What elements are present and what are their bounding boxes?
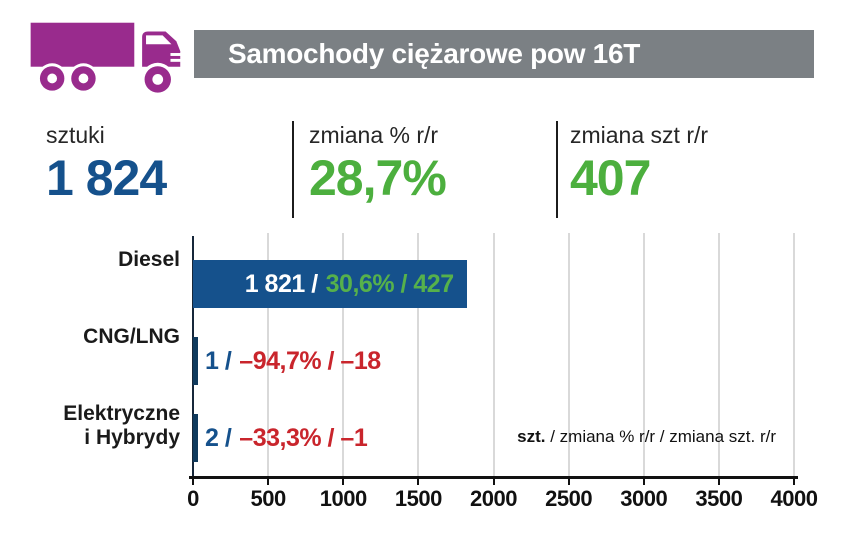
x-tick-label-2500: 2500 xyxy=(545,486,593,511)
truck-icon xyxy=(30,22,182,97)
bar-electric-hybrid xyxy=(193,414,198,462)
stat-divider xyxy=(556,121,558,218)
page-title: Samochody ciężarowe pow 16T xyxy=(228,38,641,69)
x-tick-label-3500: 3500 xyxy=(695,486,743,511)
bar-diesel-change: 30,6% / 427 xyxy=(325,269,454,298)
gridline-1500 xyxy=(417,233,420,476)
x-tick-label-500: 500 xyxy=(250,486,287,511)
stat-change-percent-value: 28,7% xyxy=(309,150,447,206)
stat-change-percent-label: zmiana % r/r xyxy=(309,122,439,148)
x-axis-tick xyxy=(717,476,720,485)
bar-electric-hybrid-units: 2 / xyxy=(205,423,232,452)
x-tick-label-1500: 1500 xyxy=(394,486,442,511)
category-label-electric-hybrid: Elektryczne i Hybrydy xyxy=(63,402,180,449)
stat-change-units-label: zmiana szt r/r xyxy=(570,122,709,148)
gridline-2500 xyxy=(567,233,570,476)
bar-cng-lng-label: 1 / –94,7% / –18 xyxy=(205,337,381,385)
bar-electric-hybrid-change: –33,3% / –1 xyxy=(239,423,368,452)
x-tick-label-2000: 2000 xyxy=(470,486,517,511)
gridline-1000 xyxy=(342,233,345,476)
x-axis-tick xyxy=(417,476,420,485)
x-axis-tick xyxy=(567,476,570,485)
x-tick-label-0: 0 xyxy=(187,486,199,511)
x-tick-label-3000: 3000 xyxy=(620,486,668,511)
x-axis-tick xyxy=(492,476,495,485)
stat-total-units: sztuki 1 824 xyxy=(46,122,167,206)
bar-electric-hybrid-label: 2 / –33,3% / –1 xyxy=(205,414,368,462)
category-label-cng-lng: CNG/LNG xyxy=(83,325,180,348)
x-tick-label-4000: 4000 xyxy=(770,486,818,511)
stat-total-units-label: sztuki xyxy=(46,122,105,148)
bar-chart-plot: 1 821 / 30,6% / 427 1 / –94,7% / –18 2 /… xyxy=(189,233,798,485)
x-axis-tick xyxy=(342,476,345,485)
x-tick-label-1000: 1000 xyxy=(319,486,367,511)
stat-change-units: zmiana szt r/r 407 xyxy=(570,122,708,206)
bar-diesel: 1 821 / 30,6% / 427 xyxy=(193,260,467,308)
header-bar: Samochody ciężarowe pow 16T xyxy=(194,30,814,78)
gridline-2000 xyxy=(492,233,495,476)
chart-legend-units-term: szt. xyxy=(517,427,546,446)
x-axis-tick xyxy=(267,476,270,485)
bar-diesel-units: 1 821 / xyxy=(244,269,318,298)
category-axis: Diesel CNG/LNG Elektryczne i Hybrydy xyxy=(0,236,180,476)
gridline-4000 xyxy=(793,233,795,476)
stat-change-units-value: 407 xyxy=(570,150,651,206)
chart-legend: szt. / zmiana % r/r / zmiana szt. r/r xyxy=(517,427,776,447)
x-axis-tick xyxy=(192,476,194,485)
chart-legend-rest: / zmiana % r/r / zmiana szt. r/r xyxy=(545,427,776,446)
x-axis-tick xyxy=(642,476,645,485)
category-label-diesel: Diesel xyxy=(118,248,180,271)
bar-cng-lng-units: 1 / xyxy=(205,346,232,375)
stat-change-percent: zmiana % r/r 28,7% xyxy=(309,122,447,206)
x-axis-labels: 0 500 1000 1500 2000 2500 3000 3500 4000 xyxy=(187,486,818,512)
stat-total-units-value: 1 824 xyxy=(46,150,167,206)
gridline-500 xyxy=(267,233,270,476)
gridline-3000 xyxy=(642,233,645,476)
bar-cng-lng xyxy=(193,337,198,385)
gridline-3500 xyxy=(717,233,720,476)
bar-cng-lng-change: –94,7% / –18 xyxy=(239,346,381,375)
x-axis-tick xyxy=(793,476,795,485)
stat-divider xyxy=(292,121,294,218)
